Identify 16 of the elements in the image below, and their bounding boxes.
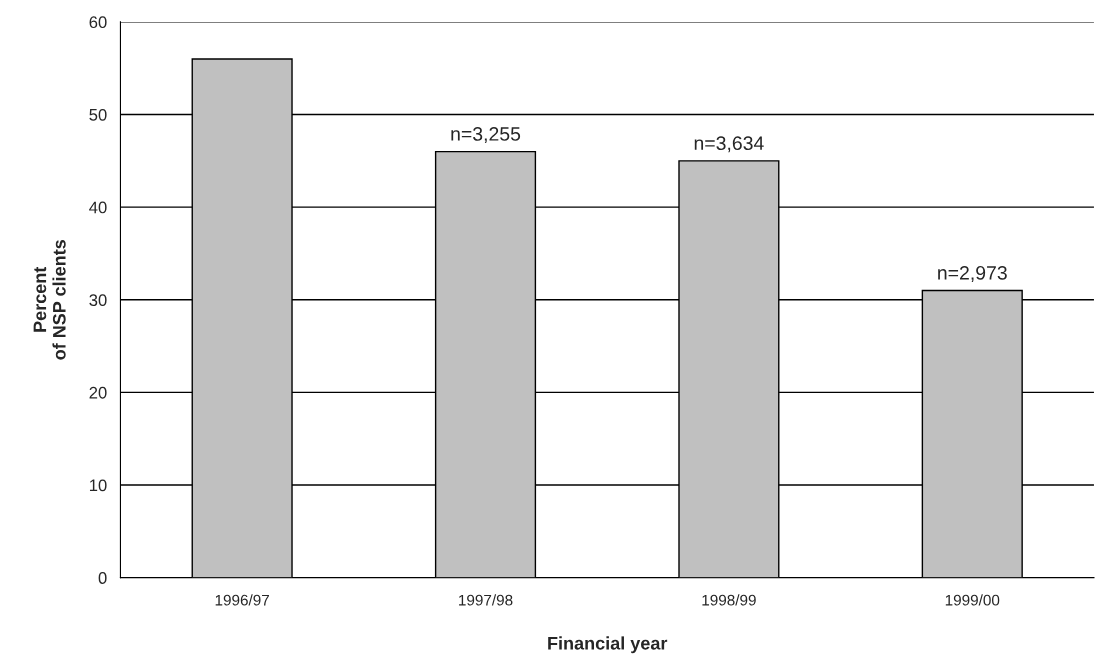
y-tick-label: 10	[89, 479, 107, 492]
y-tick-label: 50	[89, 108, 107, 121]
annotation: n=3,255	[451, 127, 521, 144]
x-axis-title: Financial year	[548, 636, 668, 654]
x-tick-label: 1996/97	[215, 594, 269, 606]
x-tick-label: 1997/98	[459, 594, 513, 606]
y-axis-title: Percent of NSP clients	[33, 239, 66, 360]
annotation: n=2,973	[938, 265, 1007, 283]
annotation: n=3,634	[694, 136, 764, 153]
y-tick-label: 20	[89, 386, 107, 399]
y-tick-label: 60	[89, 16, 107, 29]
y-tick-label: 30	[89, 294, 107, 306]
x-tick-label: 1998/99	[702, 594, 756, 606]
y-tick-label: 40	[89, 201, 107, 214]
x-tick-label: 1999/00	[945, 594, 1000, 606]
y-tick-label: 0	[98, 572, 107, 584]
